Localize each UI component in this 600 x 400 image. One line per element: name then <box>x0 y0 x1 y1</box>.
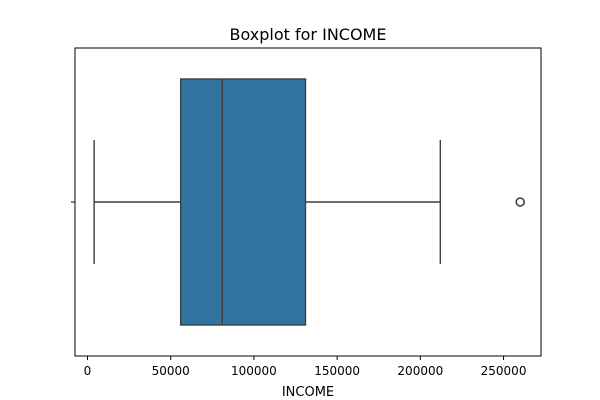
x-axis-label: INCOME <box>282 385 334 400</box>
x-axis: 0 50000 100000 150000 200000 250000 <box>84 356 527 378</box>
interquartile-box <box>179 78 307 326</box>
x-tick-label: 250000 <box>481 364 527 378</box>
chart-title: Boxplot for INCOME <box>230 25 387 44</box>
x-tick-label: 0 <box>84 364 92 378</box>
x-tick-label: 100000 <box>231 364 277 378</box>
x-tick-label: 200000 <box>397 364 443 378</box>
outlier-point <box>515 197 525 207</box>
x-tick-label: 150000 <box>314 364 360 378</box>
x-tick-label: 50000 <box>152 364 190 378</box>
boxplot-group <box>93 78 525 326</box>
